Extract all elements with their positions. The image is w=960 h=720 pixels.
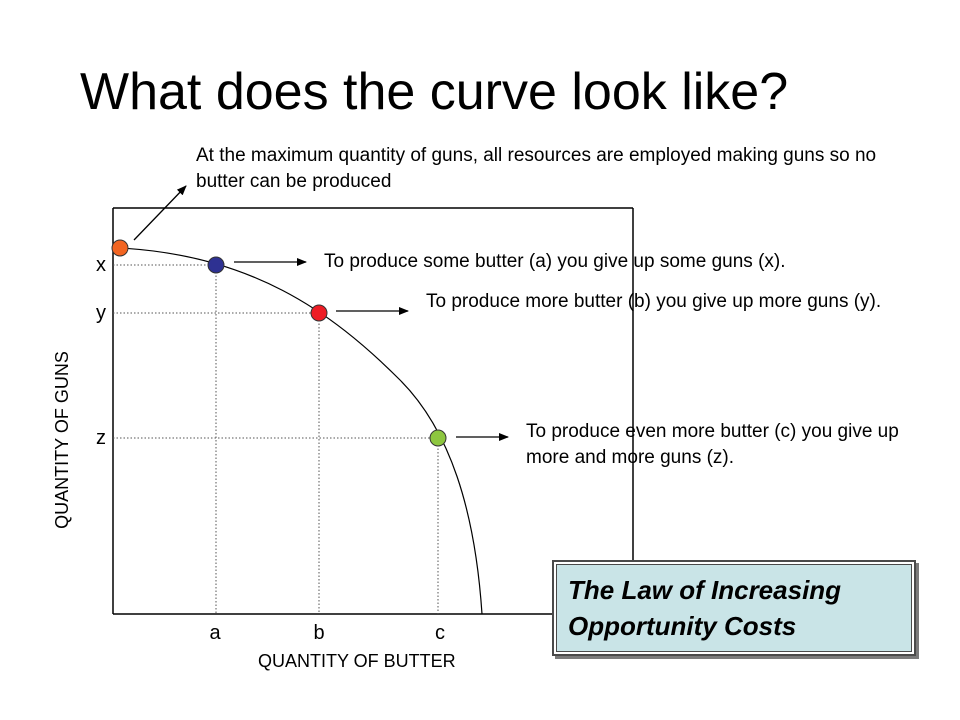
y-tick-x: x <box>96 254 106 276</box>
y-axis-label: QUANTITY OF GUNS <box>52 351 72 529</box>
point-c <box>429 429 447 447</box>
annotation-max-guns: At the maximum quantity of guns, all res… <box>196 145 877 192</box>
annotation-point-a: To produce some butter (a) you give up s… <box>324 251 786 272</box>
y-tick-z: z <box>96 427 106 449</box>
point-a <box>207 256 225 274</box>
law-callout-box: The Law of Increasing Opportunity Costs <box>552 560 916 656</box>
x-tick-b: b <box>313 622 325 644</box>
annotation-point-b: To produce more butter (b) you give up m… <box>426 291 882 312</box>
slide-title: What does the curve look like? <box>80 63 789 121</box>
point-b <box>310 304 328 322</box>
annotation-point-c: To produce even more butter (c) you give… <box>526 421 899 468</box>
law-callout-text: The Law of Increasing Opportunity Costs <box>568 575 842 641</box>
max-guns-point <box>111 239 129 257</box>
x-axis-label: QUANTITY OF BUTTER <box>258 651 456 671</box>
y-tick-y: y <box>96 302 106 324</box>
x-tick-c: c <box>435 622 445 644</box>
x-tick-a: a <box>209 622 221 644</box>
arrow-max-guns <box>133 185 187 241</box>
